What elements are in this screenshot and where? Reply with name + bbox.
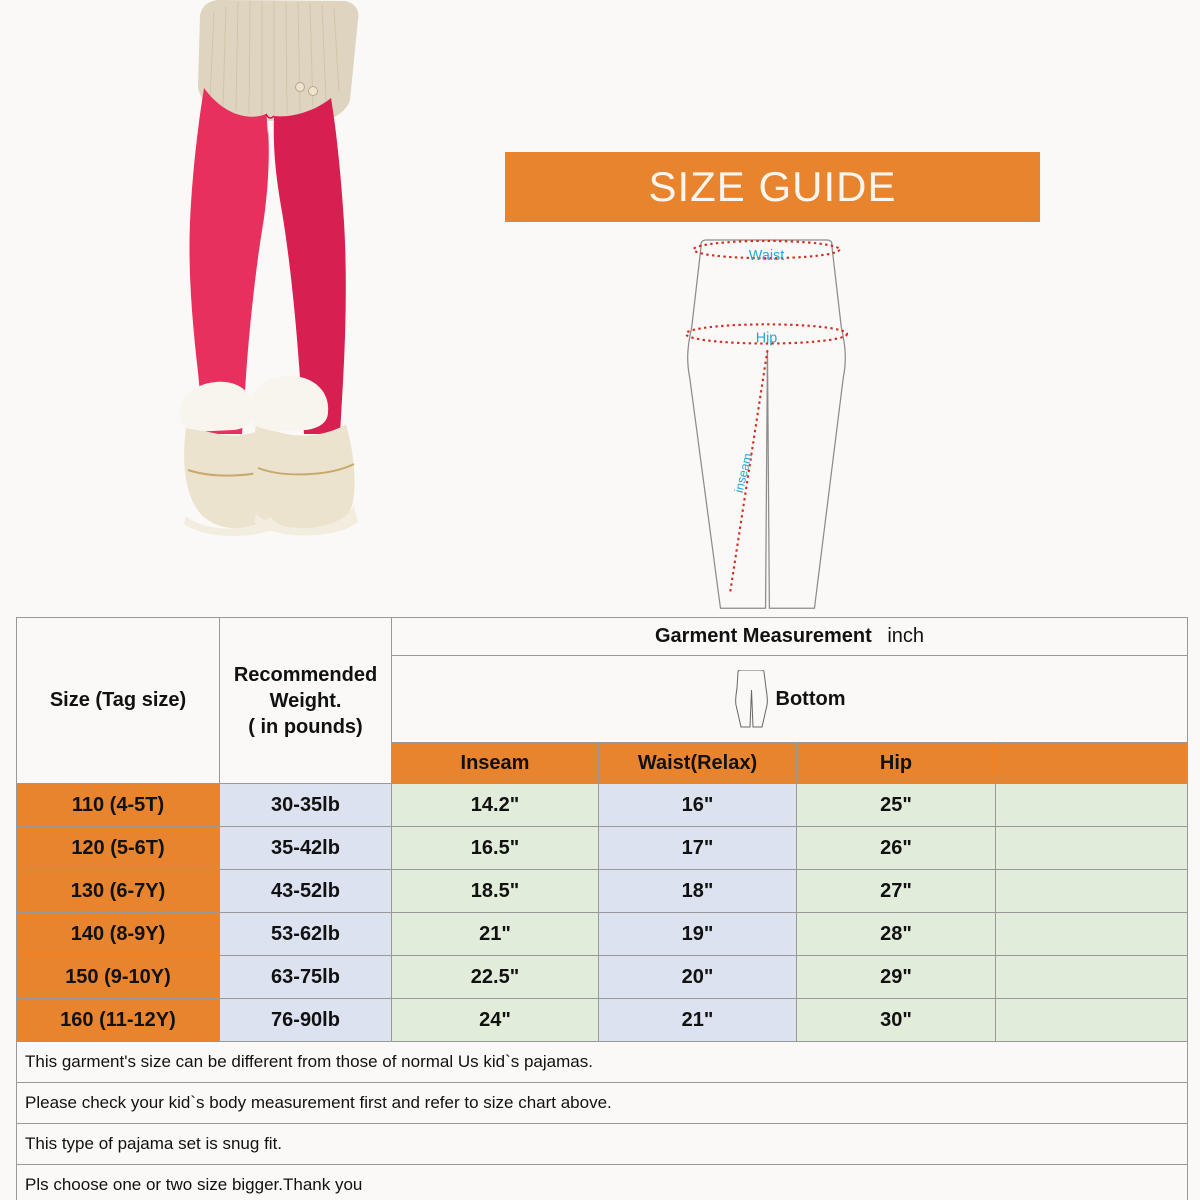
svg-text:Hip: Hip: [756, 331, 778, 347]
svg-text:inseam: inseam: [732, 452, 755, 494]
svg-text:Waist: Waist: [749, 248, 784, 264]
